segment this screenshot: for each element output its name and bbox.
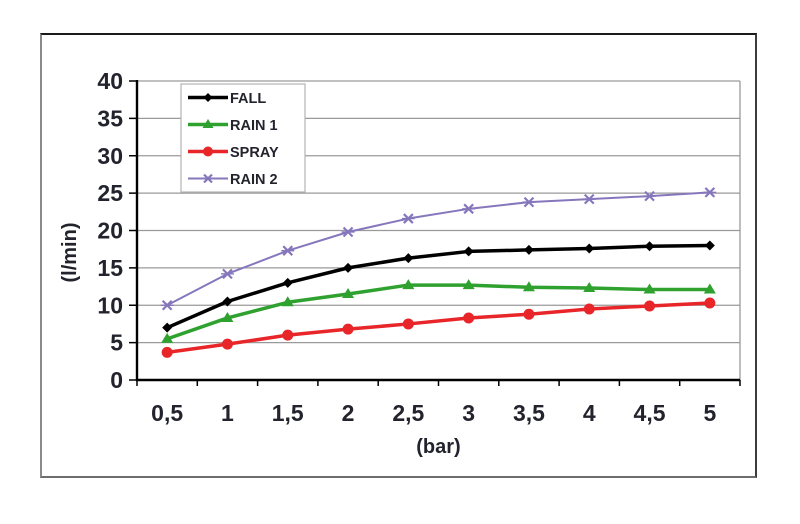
legend-item-rain-2: RAIN 2 bbox=[188, 172, 278, 188]
series-spray bbox=[161, 297, 716, 358]
x-tick-label: 1 bbox=[221, 400, 234, 426]
legend-item-rain-1: RAIN 1 bbox=[188, 118, 278, 134]
y-tick-label: 0 bbox=[110, 367, 123, 393]
axes bbox=[129, 80, 741, 386]
x-tick-label: 2 bbox=[342, 400, 355, 426]
tick-labels: 0 5 10 15 20 25 30 35 40 0,5 1 1,5 2 2,5 3 3,5 4 4,5 5 bbox=[97, 68, 716, 426]
legend-label: SPRAY bbox=[230, 145, 279, 161]
y-tick-label: 35 bbox=[97, 105, 123, 131]
x-axis-title: (bar) bbox=[416, 436, 460, 458]
x-tick-label: 4,5 bbox=[634, 400, 666, 426]
y-tick-label: 5 bbox=[110, 330, 123, 356]
flow-rate-pressure-chart: 0 5 10 15 20 25 30 35 40 0,5 1 1,5 2 2,5 3 3,5 4 4,5 5 (bar… bbox=[59, 68, 741, 458]
legend-item-spray: SPRAY bbox=[188, 145, 279, 161]
x-tick-label: 4 bbox=[583, 400, 596, 426]
x-tick-label: 3 bbox=[462, 400, 475, 426]
series-fall bbox=[162, 240, 715, 333]
series-rain-2 bbox=[160, 187, 717, 311]
chart-figure: 0 5 10 15 20 25 30 35 40 0,5 1 1,5 2 2,5 3 3,5 4 4,5 5 (bar… bbox=[40, 33, 757, 478]
x-tick-label: 0,5 bbox=[151, 400, 183, 426]
y-axis-title: (l/min) bbox=[59, 223, 81, 283]
series-rain-1 bbox=[161, 279, 716, 343]
y-tick-label: 20 bbox=[97, 218, 123, 244]
x-tick-label: 3,5 bbox=[513, 400, 545, 426]
y-tick-label: 25 bbox=[97, 180, 123, 206]
y-tick-label: 15 bbox=[97, 255, 123, 281]
legend-label: RAIN 2 bbox=[230, 172, 278, 188]
y-tick-label: 30 bbox=[97, 143, 123, 169]
y-tick-label: 10 bbox=[97, 292, 123, 318]
legend: FALL RAIN 1 SPRAY RAIN 2 bbox=[180, 83, 306, 193]
legend-label: RAIN 1 bbox=[230, 118, 278, 134]
x-tick-label: 5 bbox=[703, 400, 716, 426]
y-tick-label: 40 bbox=[97, 68, 123, 94]
x-tick-label: 2,5 bbox=[392, 400, 424, 426]
legend-item-fall: FALL bbox=[188, 91, 266, 107]
x-tick-label: 1,5 bbox=[272, 400, 304, 426]
legend-label: FALL bbox=[230, 91, 266, 107]
